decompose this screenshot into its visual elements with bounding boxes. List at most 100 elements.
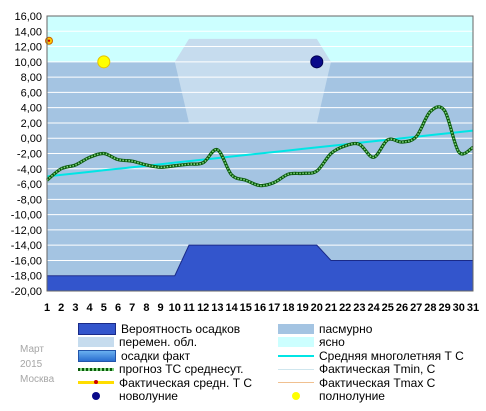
y-tick-label: -10,00 (11, 210, 42, 222)
legend-swatch-forecast (78, 367, 114, 371)
legend-item-new-moon: новолуние (78, 389, 178, 403)
actual-mean-point-center (47, 39, 51, 42)
y-tick-label: -18,00 (11, 271, 42, 283)
legend: Вероятность осадков пасмурно перемен. обл.… (78, 322, 486, 411)
x-tick-label: 5 (101, 302, 107, 314)
x-tick-label: 18 (282, 302, 294, 314)
legend-item-norm: Средняя многолетняя Т С (278, 348, 464, 363)
x-tick-label: 21 (325, 302, 337, 314)
overcast-area (47, 61, 473, 292)
legend-swatch-tmean (78, 380, 114, 384)
new-moon-marker (310, 55, 324, 69)
legend-label: перемен. обл. (119, 335, 198, 349)
x-tick-label: 16 (254, 302, 266, 314)
legend-item-forecast: прогноз ТС среднесут. (78, 362, 244, 376)
legend-tmean-dot-icon (94, 380, 98, 384)
x-axis-ticks: 1 2 3 4 5 6 7 8 9 10 11 12 13 14 15 16 17 18 19 20 21 22 23 24 2… (44, 302, 479, 314)
x-tick-label: 1 (44, 302, 50, 314)
caption-month: Март (20, 344, 44, 355)
y-tick-label: -12,00 (11, 225, 42, 237)
y-tick-label: -16,00 (11, 255, 42, 267)
temperature-chart: 16,00 14,00 12,00 10,00 8,00 6,00 4,00 2,00 0,00… (11, 11, 479, 314)
legend-item-tmax: Фактическая Tmax С (278, 375, 436, 390)
legend-swatch-tmax (278, 382, 314, 383)
x-tick-label: 6 (115, 302, 121, 314)
x-tick-label: 31 (467, 302, 479, 314)
y-tick-label: -14,00 (11, 240, 42, 252)
legend-swatch-precip-prob (78, 322, 116, 335)
caption-year: 2015 (20, 359, 43, 370)
plot-frame (46, 15, 474, 292)
x-tick-label: 11 (183, 302, 195, 314)
x-tick-label: 13 (211, 302, 223, 314)
x-tick-label: 4 (87, 302, 94, 314)
legend-label: Вероятность осадков (121, 321, 241, 336)
legend-label: осадки факт (121, 348, 191, 363)
y-tick-label: -4,00 (17, 164, 42, 176)
y-tick-label: 0,00 (21, 133, 42, 145)
x-tick-label: 12 (197, 302, 209, 314)
plot-area (45, 15, 474, 292)
legend-label: пасмурно (319, 321, 373, 336)
x-tick-label: 30 (453, 302, 465, 314)
x-tick-label: 26 (396, 302, 408, 314)
y-tick-label: -8,00 (17, 194, 42, 206)
y-tick-label: -20,00 (11, 286, 42, 298)
x-tick-label: 23 (353, 302, 365, 314)
x-tick-label: 27 (410, 302, 422, 314)
y-tick-label: 2,00 (21, 118, 42, 130)
x-tick-label: 29 (438, 302, 450, 314)
x-tick-label: 7 (129, 302, 135, 314)
legend-swatch-full-moon (292, 392, 300, 400)
full-moon-marker (97, 55, 111, 69)
x-tick-label: 24 (367, 302, 380, 314)
x-tick-label: 8 (143, 302, 149, 314)
legend-label: прогноз ТС среднесут. (119, 362, 244, 376)
y-tick-label: 10,00 (14, 57, 42, 69)
legend-label: Фактическая Tmin, С (319, 362, 436, 376)
x-tick-label: 19 (296, 302, 308, 314)
y-tick-label: 16,00 (14, 11, 42, 23)
legend-label: Фактическая средн. Т С (119, 375, 253, 390)
x-tick-label: 25 (382, 302, 394, 314)
y-tick-label: -6,00 (17, 179, 42, 191)
series-line-forecast (46, 106, 474, 187)
y-tick-label: 6,00 (21, 87, 42, 99)
y-tick-label: 12,00 (14, 42, 42, 54)
legend-item-tmin: Фактическая Tmin, С (278, 362, 436, 376)
legend-item-precip-fact: осадки факт (78, 348, 191, 363)
x-tick-label: 2 (58, 302, 64, 314)
legend-swatch-clear (278, 337, 314, 347)
legend-swatch-new-moon (92, 392, 100, 400)
legend-swatch-overcast (278, 323, 314, 334)
y-tick-label: 8,00 (21, 72, 42, 84)
legend-label: Средняя многолетняя Т С (319, 348, 464, 363)
legend-item-precip-prob: Вероятность осадков (78, 321, 241, 336)
legend-label: ясно (319, 335, 345, 349)
x-tick-label: 20 (311, 302, 323, 314)
legend-swatch-norm (278, 354, 314, 357)
legend-label: Фактическая Tmax С (319, 375, 436, 390)
legend-item-variable: перемен. обл. (78, 335, 198, 349)
x-tick-label: 15 (240, 302, 252, 314)
y-axis-ticks: 16,00 14,00 12,00 10,00 8,00 6,00 4,00 2,00 0,00… (11, 11, 42, 298)
x-tick-label: 22 (339, 302, 351, 314)
legend-label: полнолуние (319, 389, 385, 403)
chart-caption: Март 2015 Москва (20, 342, 54, 387)
legend-swatch-variable (78, 337, 114, 347)
caption-city: Москва (20, 374, 55, 385)
x-tick-label: 17 (268, 302, 280, 314)
legend-item-full-moon: полнолуние (278, 389, 385, 403)
legend-item-overcast: пасмурно (278, 321, 373, 336)
y-tick-label: -2,00 (17, 149, 42, 161)
x-tick-label: 28 (424, 302, 436, 314)
legend-item-tmean: Фактическая средн. Т С (78, 375, 253, 390)
x-tick-label: 14 (225, 302, 238, 314)
x-tick-label: 10 (169, 302, 181, 314)
series-line-norm (46, 129, 474, 178)
x-tick-label: 3 (72, 302, 78, 314)
legend-item-clear: ясно (278, 335, 345, 349)
y-tick-label: 14,00 (14, 26, 42, 38)
legend-swatch-precip-fact (78, 349, 116, 362)
y-tick-label: 4,00 (21, 103, 42, 115)
